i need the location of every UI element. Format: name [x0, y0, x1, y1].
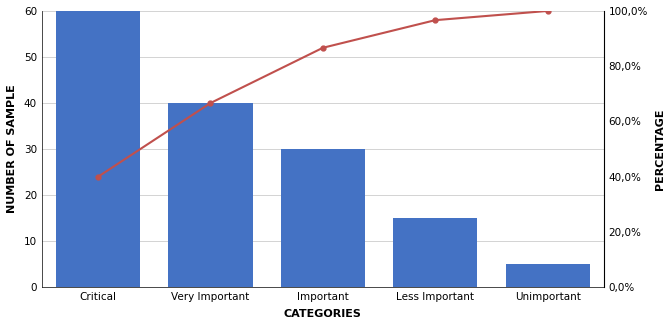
Bar: [505, 264, 590, 287]
Bar: [281, 149, 365, 287]
Bar: [393, 218, 477, 287]
Y-axis label: PERCENTAGE: PERCENTAGE: [655, 108, 665, 190]
Y-axis label: NUMBER OF SAMPLE: NUMBER OF SAMPLE: [7, 85, 17, 214]
Bar: [56, 11, 140, 287]
Bar: [168, 103, 253, 287]
X-axis label: CATEGORIES: CATEGORIES: [284, 309, 362, 319]
